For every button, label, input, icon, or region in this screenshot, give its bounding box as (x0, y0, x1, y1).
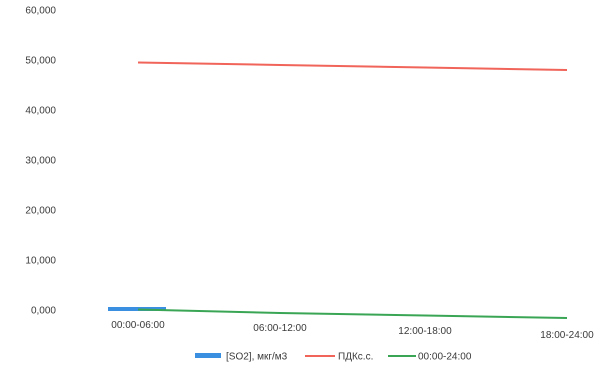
x-tick-label: 12:00-18:00 (398, 326, 452, 337)
y-tick-label: 30,000 (25, 156, 56, 167)
y-tick-label: 0,000 (31, 306, 56, 317)
y-tick-label: 40,000 (25, 106, 56, 117)
series-layer (108, 61, 568, 319)
legend-label: ПДКс.с. (338, 352, 373, 363)
legend-label: [SO2], мкг/м3 (226, 352, 288, 363)
legend: [SO2], мкг/м3 ПДКс.с. 00:00-24:00 (195, 352, 472, 363)
legend-swatch (195, 353, 221, 358)
series-line-2 (137, 308, 568, 319)
y-axis-ticks: 0,000 10,000 20,000 30,000 40,000 50,000 60,00… (25, 6, 56, 317)
y-tick-label: 50,000 (25, 56, 56, 67)
y-tick-label: 60,000 (25, 6, 56, 17)
x-axis-ticks: 00:00-06:00 06:00-12:00 12:00-18:00 18:00-2… (111, 320, 594, 341)
series-bar-0 (108, 307, 166, 311)
legend-item: ПДКс.с. (305, 352, 373, 363)
legend-item: [SO2], мкг/м3 (195, 352, 288, 363)
x-tick-label: 18:00-24:00 (540, 330, 594, 341)
x-tick-label: 06:00-12:00 (253, 323, 307, 334)
x-tick-label: 00:00-06:00 (111, 320, 165, 331)
legend-label: 00:00-24:00 (418, 352, 472, 363)
y-tick-label: 10,000 (25, 256, 56, 267)
legend-item: 00:00-24:00 (388, 352, 472, 363)
y-tick-label: 20,000 (25, 206, 56, 217)
series-line-1 (137, 61, 568, 71)
